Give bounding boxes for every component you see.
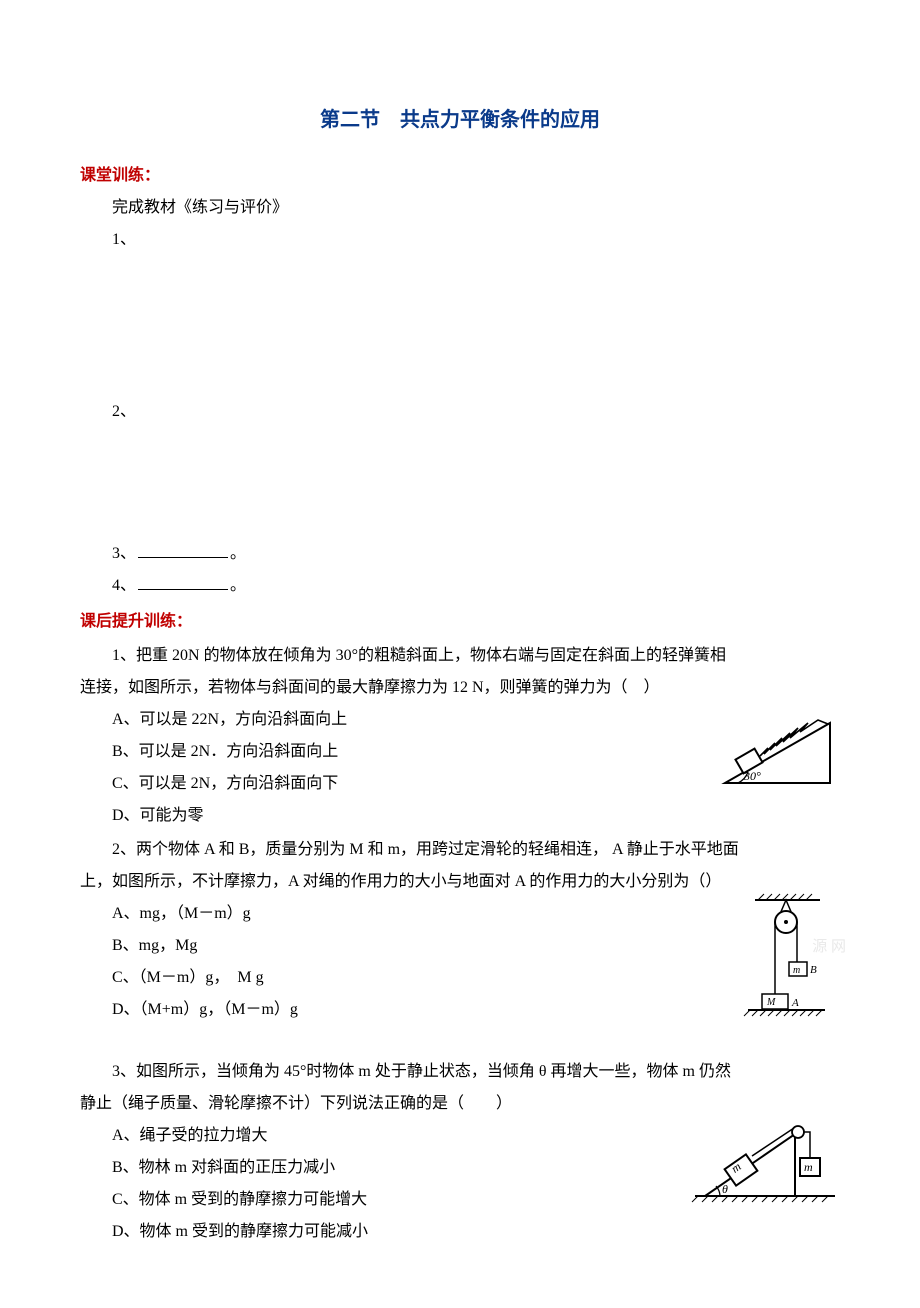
svg-text:m: m xyxy=(804,1160,813,1174)
page-title: 第二节 共点力平衡条件的应用 xyxy=(80,100,840,140)
s1-item-4-trail: 。 xyxy=(230,577,246,594)
fill-blank xyxy=(138,574,228,590)
question-3: 3、如图所示，当倾角为 45°时物体 m 处于静止状态，当倾角 θ 再增大一些，… xyxy=(80,1056,840,1248)
q3-body: 3、如图所示，当倾角为 45°时物体 m 处于静止状态，当倾角 θ 再增大一些，… xyxy=(80,1056,840,1088)
section1-heading: 课堂训练： xyxy=(80,160,840,192)
q1-opt-d: D、可能为零 xyxy=(112,800,840,832)
incline-pulley-icon: m m θ xyxy=(690,1116,840,1206)
s1-item-1: 1、 xyxy=(80,224,840,256)
svg-text:A: A xyxy=(791,997,799,1009)
q3-num: 3、 xyxy=(112,1063,136,1080)
fill-blank xyxy=(138,542,228,558)
q1-num: 1、 xyxy=(112,647,136,664)
svg-text:θ: θ xyxy=(722,1182,728,1196)
q2-line1: 两个物体 A 和 B，质量分别为 M 和 m，用跨过定滑轮的轻绳相连， A 静止… xyxy=(136,841,739,858)
q3-figure: m m θ xyxy=(690,1116,840,1206)
s1-item-3-trail: 。 xyxy=(230,545,246,562)
s1-item-2: 2、 xyxy=(80,396,840,428)
question-2: 2、两个物体 A 和 B，质量分别为 M 和 m，用跨过定滑轮的轻绳相连， A … xyxy=(80,834,840,1026)
s1-item-3: 3、 。 xyxy=(80,538,840,570)
q2-num: 2、 xyxy=(112,841,136,858)
s1-item-4: 4、 。 xyxy=(80,570,840,602)
s1-item-3-label: 3、 xyxy=(112,545,136,562)
section2-heading: 课后提升训练： xyxy=(80,606,840,638)
q1-figure: 30° xyxy=(720,698,840,788)
svg-text:m: m xyxy=(793,965,800,976)
svg-text:M: M xyxy=(766,997,776,1008)
watermark: 源 网 xyxy=(812,932,846,962)
q1-body: 1、把重 20N 的物体放在倾角为 30°的粗糙斜面上，物体右端与固定在斜面上的… xyxy=(80,640,840,672)
section1-subhead: 完成教材《练习与评价》 xyxy=(80,192,840,224)
q3-line1: 如图所示，当倾角为 45°时物体 m 处于静止状态，当倾角 θ 再增大一些，物体… xyxy=(136,1063,731,1080)
incline-spring-icon: 30° xyxy=(720,698,840,788)
question-1: 1、把重 20N 的物体放在倾角为 30°的粗糙斜面上，物体右端与固定在斜面上的… xyxy=(80,640,840,832)
q1-line1: 把重 20N 的物体放在倾角为 30°的粗糙斜面上，物体右端与固定在斜面上的轻弹… xyxy=(136,647,726,664)
s1-item-4-label: 4、 xyxy=(112,577,136,594)
svg-text:B: B xyxy=(810,964,817,976)
q2-body: 2、两个物体 A 和 B，质量分别为 M 和 m，用跨过定滑轮的轻绳相连， A … xyxy=(80,834,840,866)
q3-opt-d: D、物体 m 受到的静摩擦力可能减小 xyxy=(112,1216,840,1248)
q1-angle-label: 30° xyxy=(743,769,761,783)
q2-figure: m B M A 源 网 xyxy=(720,892,840,1022)
